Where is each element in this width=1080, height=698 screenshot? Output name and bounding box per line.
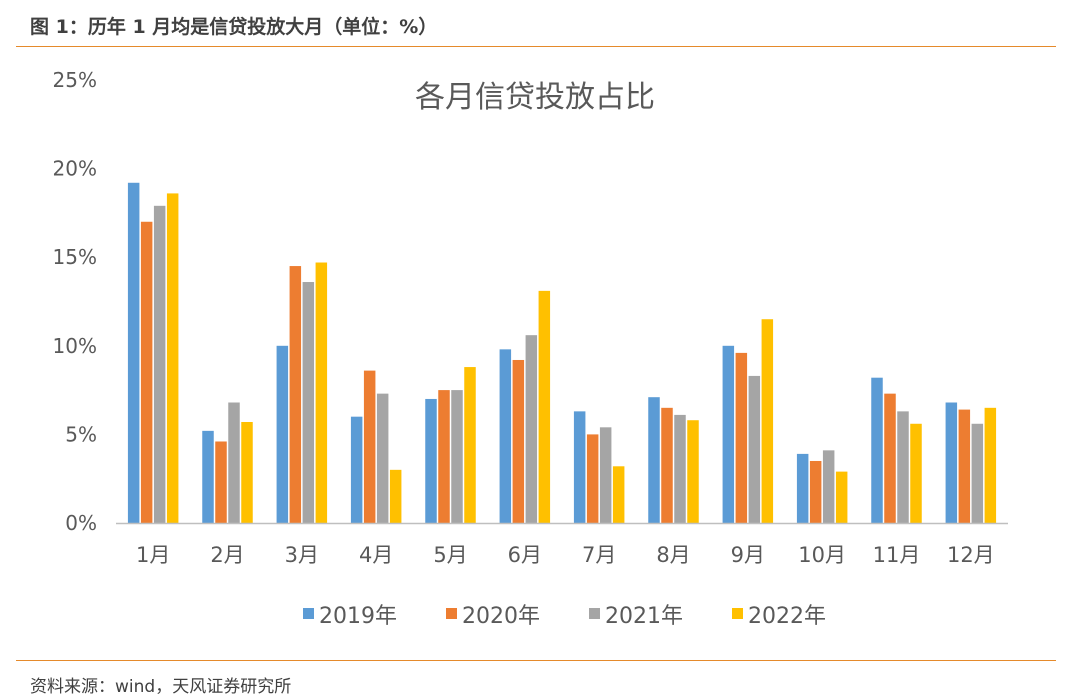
bar bbox=[871, 377, 883, 523]
y-tick-label: 5% bbox=[65, 422, 97, 446]
bar bbox=[573, 411, 586, 523]
footer-rule bbox=[16, 660, 1056, 661]
bar bbox=[971, 423, 984, 523]
bar bbox=[796, 453, 809, 523]
legend-label: 2020年 bbox=[462, 604, 540, 629]
x-tick-label: 12月 bbox=[947, 543, 995, 567]
x-tick-label: 10月 bbox=[798, 543, 846, 567]
bar bbox=[241, 421, 253, 523]
legend-label: 2022年 bbox=[748, 604, 826, 629]
bar bbox=[228, 402, 240, 523]
x-tick-label: 7月 bbox=[582, 543, 616, 567]
chart-title: 各月信贷投放占比 bbox=[415, 80, 655, 115]
bar bbox=[910, 423, 922, 523]
bar bbox=[215, 441, 227, 523]
bar bbox=[438, 390, 450, 523]
bar bbox=[945, 402, 958, 523]
legend-swatch bbox=[303, 608, 314, 619]
bar bbox=[202, 430, 214, 523]
y-tick-label: 0% bbox=[65, 511, 97, 535]
bar bbox=[897, 411, 909, 523]
y-tick-label: 10% bbox=[53, 334, 97, 358]
bar bbox=[884, 393, 896, 523]
x-tick-label: 1月 bbox=[136, 543, 170, 567]
bar bbox=[140, 221, 153, 523]
bar bbox=[512, 359, 525, 523]
y-tick-label: 15% bbox=[53, 245, 97, 269]
x-tick-label: 3月 bbox=[285, 543, 319, 567]
y-tick-label: 20% bbox=[53, 157, 97, 181]
legend-swatch bbox=[446, 608, 457, 619]
bar bbox=[599, 427, 612, 523]
x-tick-label: 9月 bbox=[731, 543, 765, 567]
x-tick-label: 4月 bbox=[359, 543, 393, 567]
x-tick-label: 5月 bbox=[433, 543, 467, 567]
bar bbox=[425, 398, 437, 523]
bar bbox=[612, 466, 625, 523]
bar bbox=[661, 407, 673, 523]
bar bbox=[464, 367, 476, 523]
bar-series bbox=[127, 182, 997, 523]
figure-caption: 图 1：历年 1 月均是信贷投放大月（单位：%） bbox=[30, 16, 438, 38]
x-tick-label: 8月 bbox=[656, 543, 690, 567]
bar bbox=[376, 393, 389, 523]
legend-swatch bbox=[589, 608, 600, 619]
bar bbox=[687, 420, 699, 523]
y-axis-ticks: 0% 5% 10% 15% 20% 25% bbox=[53, 68, 97, 535]
bar bbox=[538, 290, 551, 523]
bar bbox=[722, 345, 735, 523]
bar bbox=[648, 397, 660, 523]
bar bbox=[289, 266, 302, 523]
bar bbox=[525, 335, 538, 523]
y-tick-label: 25% bbox=[53, 68, 97, 92]
bar bbox=[748, 375, 761, 523]
bar bbox=[735, 352, 748, 523]
bar bbox=[822, 450, 835, 523]
bar bbox=[984, 407, 997, 523]
bar bbox=[127, 182, 140, 523]
bar bbox=[499, 349, 512, 523]
legend-swatch bbox=[732, 608, 743, 619]
caption-bar: 图 1：历年 1 月均是信贷投放大月（单位：%） bbox=[16, 10, 1056, 47]
legend-label: 2019年 bbox=[319, 604, 397, 629]
bar bbox=[586, 434, 599, 523]
bar bbox=[350, 416, 363, 523]
bar bbox=[302, 282, 315, 523]
bar bbox=[315, 262, 328, 523]
bar bbox=[166, 193, 179, 523]
source-note: 资料来源：wind，天风证券研究所 bbox=[30, 677, 292, 697]
x-tick-label: 6月 bbox=[508, 543, 542, 567]
bar bbox=[389, 469, 402, 523]
bar bbox=[761, 319, 774, 523]
bar bbox=[809, 460, 822, 523]
bar bbox=[451, 390, 463, 523]
bar bbox=[958, 409, 971, 523]
bar bbox=[835, 471, 848, 523]
x-tick-label: 11月 bbox=[873, 543, 921, 567]
bar bbox=[674, 414, 686, 523]
bar bbox=[153, 205, 166, 523]
legend: 2019年 2020年 2021年 2022年 bbox=[303, 604, 826, 629]
x-axis-ticks: 1月 2月 3月 4月 5月 6月 7月 8月 9月 10月 11月 12月 bbox=[136, 543, 995, 567]
legend-label: 2021年 bbox=[605, 604, 683, 629]
bar bbox=[363, 370, 376, 523]
bar bbox=[276, 345, 289, 523]
x-tick-label: 2月 bbox=[210, 543, 244, 567]
